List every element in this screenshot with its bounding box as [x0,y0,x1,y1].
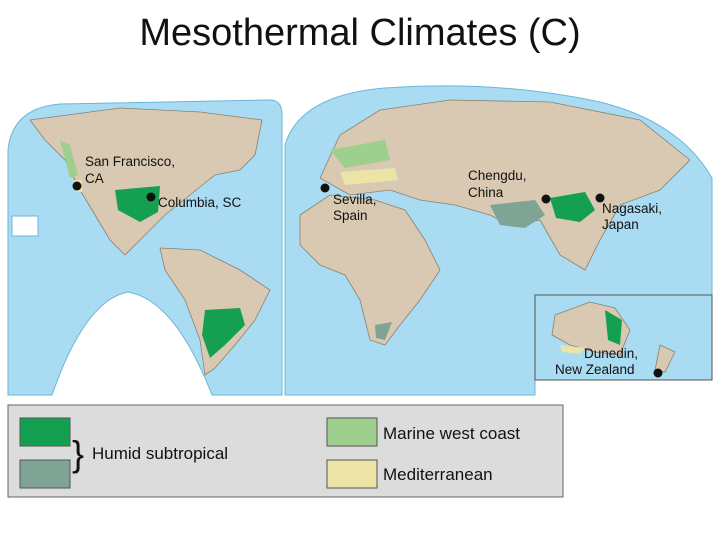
region-mediterranean [560,345,585,354]
city-label: China [468,185,504,200]
city-label: Spain [333,208,368,223]
legend-label: Humid subtropical [92,444,228,463]
region-humid-subtropical [550,192,595,222]
city-label: Japan [602,217,639,232]
land-africa [299,194,441,346]
city-label: CA [85,171,104,186]
legend-label: Mediterranean [383,465,493,484]
city-label: San Francisco, [85,154,175,169]
slide-title: Mesothermal Climates (C) [139,12,580,54]
city-dot [146,192,156,202]
region-humid-subtropical [202,308,245,358]
city-dot [320,183,330,193]
city-label: New Zealand [555,362,635,377]
city-label: Nagasaki, [602,201,662,216]
legend-brace: } [72,433,84,474]
region-mediterranean [340,168,398,185]
legend-box [7,404,564,498]
legend-label: Marine west coast [383,424,520,443]
city-dot [653,368,663,378]
city-dot [72,181,82,191]
legend-swatch [19,417,71,447]
land-new-zealand [654,344,676,373]
legend-swatch [326,459,378,489]
city-dot [595,193,605,203]
land-eurasia [319,99,691,271]
region-humid-subtropical-dry-winter [375,322,392,340]
region-marine-west-coast [60,140,78,178]
inset-box [11,215,39,237]
city-dot [541,194,551,204]
legend-swatch [19,459,71,489]
city-label: Sevilla, [333,192,377,207]
city-label: Columbia, SC [158,195,242,210]
region-humid-subtropical-dry-winter [490,200,545,228]
city-label: Dunedin, [584,346,638,361]
region-marine-west-coast [330,140,390,168]
region-humid-subtropical [605,310,622,345]
legend-swatch [326,417,378,447]
city-label: Chengdu, [468,168,527,183]
